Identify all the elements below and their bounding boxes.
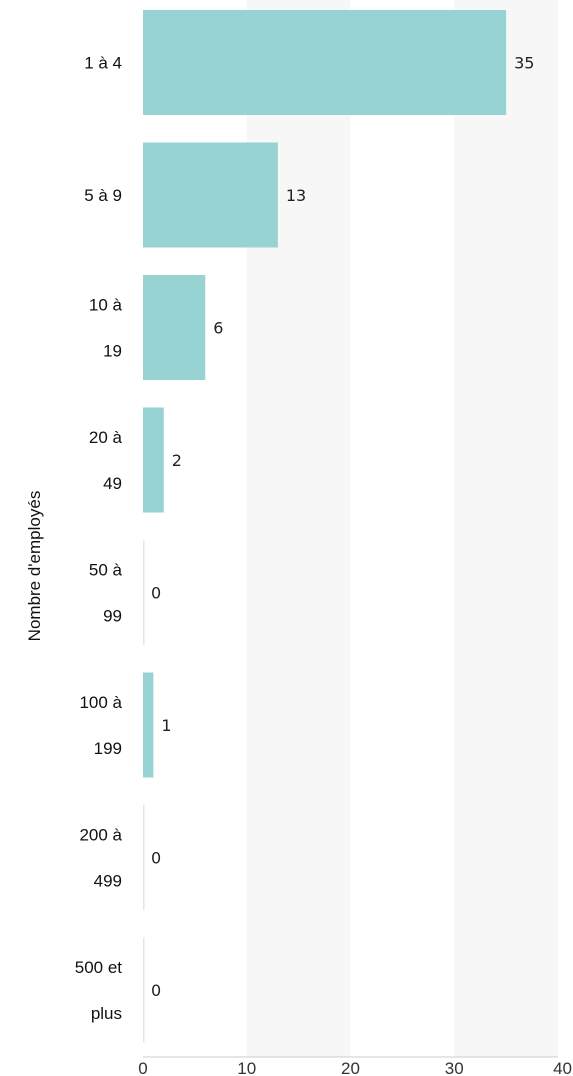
data-label: 0 — [151, 981, 161, 1000]
grid-bands — [246, 0, 558, 1057]
data-label: 0 — [151, 584, 161, 603]
bar — [143, 142, 278, 248]
data-label: 35 — [514, 54, 534, 73]
category-label: 19 — [103, 342, 122, 361]
data-label: 0 — [151, 849, 161, 868]
y-axis-title: Nombre d'employés — [25, 491, 44, 642]
bar — [143, 937, 145, 1043]
x-tick-label: 30 — [445, 1059, 464, 1076]
data-label: 13 — [286, 186, 306, 205]
bar — [143, 407, 164, 513]
category-label: 49 — [103, 474, 122, 493]
data-label: 1 — [161, 716, 171, 735]
category-label: 50 à — [89, 561, 123, 580]
category-label: 199 — [94, 739, 122, 758]
x-tick-label: 0 — [138, 1059, 147, 1076]
x-tick-label: 40 — [553, 1059, 572, 1076]
grid-band — [454, 0, 558, 1057]
bars — [143, 10, 507, 1043]
bar — [143, 540, 145, 645]
x-tick-label: 10 — [237, 1059, 256, 1076]
data-label: 2 — [172, 451, 182, 470]
bar — [143, 10, 507, 115]
x-tick-label: 20 — [341, 1059, 360, 1076]
data-labels: 35 13 6 2 0 1 0 0 — [151, 54, 534, 1001]
category-label: 5 à 9 — [84, 186, 122, 205]
category-label: 200 à — [79, 826, 122, 845]
bar — [143, 275, 206, 380]
category-labels: 1 à 4 5 à 9 10 à 19 20 à 49 50 à 99 100 à 199 200 … — [75, 54, 123, 1024]
category-label: 500 et — [75, 958, 123, 977]
category-label: 499 — [94, 872, 122, 891]
bar — [143, 672, 154, 778]
category-label: 99 — [103, 607, 122, 626]
category-label: 100 à — [79, 693, 122, 712]
category-label: 10 à — [89, 296, 123, 315]
category-label: 20 à — [89, 428, 123, 447]
category-label: plus — [91, 1004, 122, 1023]
x-axis: 0 10 20 30 40 — [138, 1056, 572, 1076]
category-label: 1 à 4 — [84, 54, 122, 73]
bar — [143, 805, 145, 910]
data-label: 6 — [213, 319, 223, 338]
